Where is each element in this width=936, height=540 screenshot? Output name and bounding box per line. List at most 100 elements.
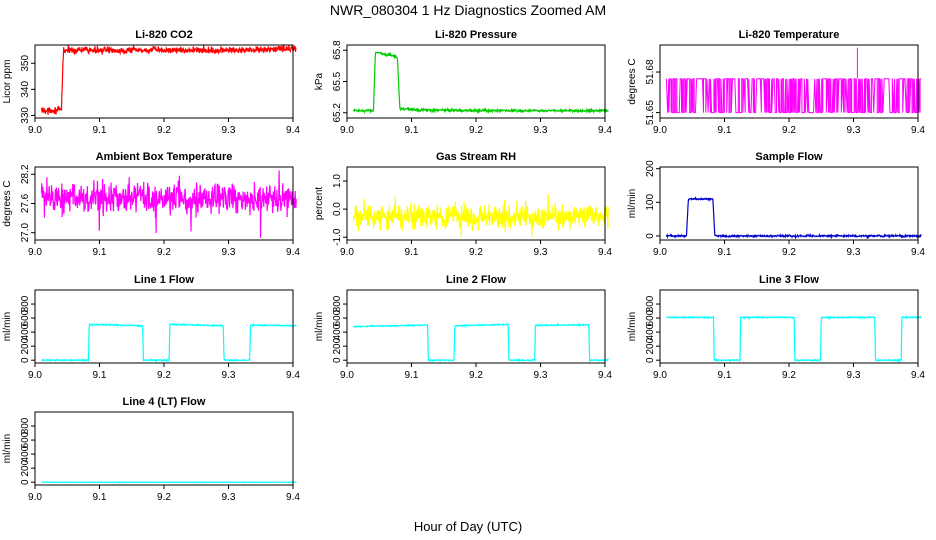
series-line-line4 <box>41 481 297 484</box>
x-tick-label: 9.1 <box>93 492 107 503</box>
panel-pressure: 9.0 9.1 9.2 9.3 9.4 65.2 65.5 65.8 kPa Li-820 Pre… <box>314 29 612 136</box>
x-tick-label: 9.1 <box>405 370 419 381</box>
panel-ambient: 9.0 9.1 9.2 9.3 9.4 27.0 27.6 28.2 degrees C Ambi… <box>2 151 300 258</box>
x-tick-label: 9.0 <box>340 125 354 136</box>
y-tick-label: 200 <box>20 459 31 476</box>
y-tick-label: 400 <box>20 323 31 340</box>
x-tick-label: 9.1 <box>93 370 107 381</box>
y-axis-label-rh: percent <box>314 187 325 221</box>
x-tick-label: 9.3 <box>222 492 236 503</box>
series-line-line3 <box>666 315 922 364</box>
y-tick-label: 600 <box>332 309 343 326</box>
x-tick-label: 9.0 <box>28 125 42 136</box>
y-axis-label-temperature: degrees C <box>627 58 638 104</box>
figure-x-axis-label: Hour of Day (UTC) <box>414 519 522 534</box>
y-tick-label: 600 <box>20 431 31 448</box>
y-tick-label: 65.5 <box>332 71 343 91</box>
plot-frame-sample <box>659 166 919 241</box>
x-tick-label: 9.4 <box>286 370 300 381</box>
series-line-temperature <box>665 47 922 114</box>
y-tick-label: -1.0 <box>332 228 343 246</box>
x-tick-label: 9.0 <box>28 492 42 503</box>
panel-title-line2: Line 2 Flow <box>446 274 506 286</box>
x-tick-label: 9.2 <box>157 370 171 381</box>
x-tick-label: 9.3 <box>847 247 861 258</box>
x-tick-label: 9.2 <box>157 247 171 258</box>
y-tick-label: 200 <box>645 160 656 177</box>
x-tick-label: 9.0 <box>340 370 354 381</box>
series-line-line1 <box>41 322 297 364</box>
x-tick-label: 9.3 <box>534 125 548 136</box>
y-tick-label: 100 <box>645 194 656 211</box>
y-tick-label: 340 <box>20 81 31 98</box>
y-tick-label: 400 <box>332 323 343 340</box>
panels-container: 9.0 9.1 9.2 9.3 9.4 330 340 350 Licor ppm Li-820 … <box>2 29 925 503</box>
y-axis-label-co2: Licor ppm <box>2 60 13 104</box>
x-tick-label: 9.4 <box>911 247 925 258</box>
y-tick-label: 65.8 <box>332 40 343 60</box>
x-tick-label: 9.3 <box>847 370 861 381</box>
x-tick-label: 9.1 <box>93 247 107 258</box>
plot-frame-rh <box>346 166 606 241</box>
x-tick-label: 9.2 <box>782 247 796 258</box>
y-tick-label: 51.65 <box>645 100 656 125</box>
series-line-line2 <box>352 322 609 364</box>
panel-title-line1: Line 1 Flow <box>134 274 194 286</box>
figure-title: NWR_080304 1 Hz Diagnostics Zoomed AM <box>330 2 606 18</box>
plot-frame-line3 <box>659 289 919 364</box>
panel-sample: 9.0 9.1 9.2 9.3 9.4 0 100 200 ml/min Sample Flow <box>627 151 925 258</box>
x-tick-label: 9.3 <box>222 247 236 258</box>
x-tick-label: 9.0 <box>340 247 354 258</box>
y-axis-label-line1: ml/min <box>2 312 13 341</box>
series-line-pressure <box>352 51 609 115</box>
x-tick-label: 9.3 <box>222 370 236 381</box>
y-tick-label: 800 <box>332 295 343 312</box>
x-tick-label: 9.0 <box>28 370 42 381</box>
x-tick-label: 9.4 <box>598 125 612 136</box>
x-tick-label: 9.1 <box>718 247 732 258</box>
x-tick-label: 9.2 <box>782 125 796 136</box>
y-tick-label: 51.68 <box>645 59 656 84</box>
x-tick-label: 9.2 <box>157 492 171 503</box>
y-tick-label: 0 <box>645 233 656 239</box>
x-tick-label: 9.0 <box>653 125 667 136</box>
y-tick-label: 0.0 <box>332 202 343 216</box>
x-tick-label: 9.4 <box>911 125 925 136</box>
panel-title-rh: Gas Stream RH <box>436 151 516 163</box>
y-axis-label-line2: ml/min <box>314 312 325 341</box>
x-tick-label: 9.4 <box>598 247 612 258</box>
y-tick-label: 200 <box>332 337 343 354</box>
y-tick-label: 800 <box>645 295 656 312</box>
series-line-ambient <box>40 170 297 238</box>
x-tick-label: 9.2 <box>469 370 483 381</box>
y-tick-label: 0 <box>332 357 343 363</box>
x-tick-label: 9.2 <box>469 247 483 258</box>
y-tick-label: 800 <box>20 295 31 312</box>
panel-title-line3: Line 3 Flow <box>759 274 819 286</box>
series-line-sample <box>665 196 922 240</box>
plot-frame-line1 <box>34 289 294 364</box>
y-tick-label: 200 <box>20 337 31 354</box>
y-tick-label: 65.2 <box>332 103 343 123</box>
y-tick-label: 0 <box>645 357 656 363</box>
y-tick-label: 1.0 <box>332 174 343 188</box>
y-tick-label: 600 <box>645 309 656 326</box>
y-tick-label: 400 <box>20 445 31 462</box>
x-tick-label: 9.0 <box>28 247 42 258</box>
x-tick-label: 9.2 <box>157 125 171 136</box>
x-tick-label: 9.3 <box>222 125 236 136</box>
x-tick-label: 9.1 <box>405 247 419 258</box>
x-tick-label: 9.3 <box>534 247 548 258</box>
y-tick-label: 200 <box>645 337 656 354</box>
plot-frame-co2 <box>34 44 294 119</box>
panel-temperature: 9.0 9.1 9.2 9.3 9.4 51.65 51.68 degrees C Li-820… <box>627 29 925 136</box>
x-tick-label: 9.3 <box>847 125 861 136</box>
x-tick-label: 9.0 <box>653 247 667 258</box>
y-axis-label-sample: ml/min <box>627 189 638 218</box>
panel-rh: 9.0 9.1 9.2 9.3 9.4 -1.0 0.0 1.0 percent Gas Stre… <box>314 151 612 258</box>
